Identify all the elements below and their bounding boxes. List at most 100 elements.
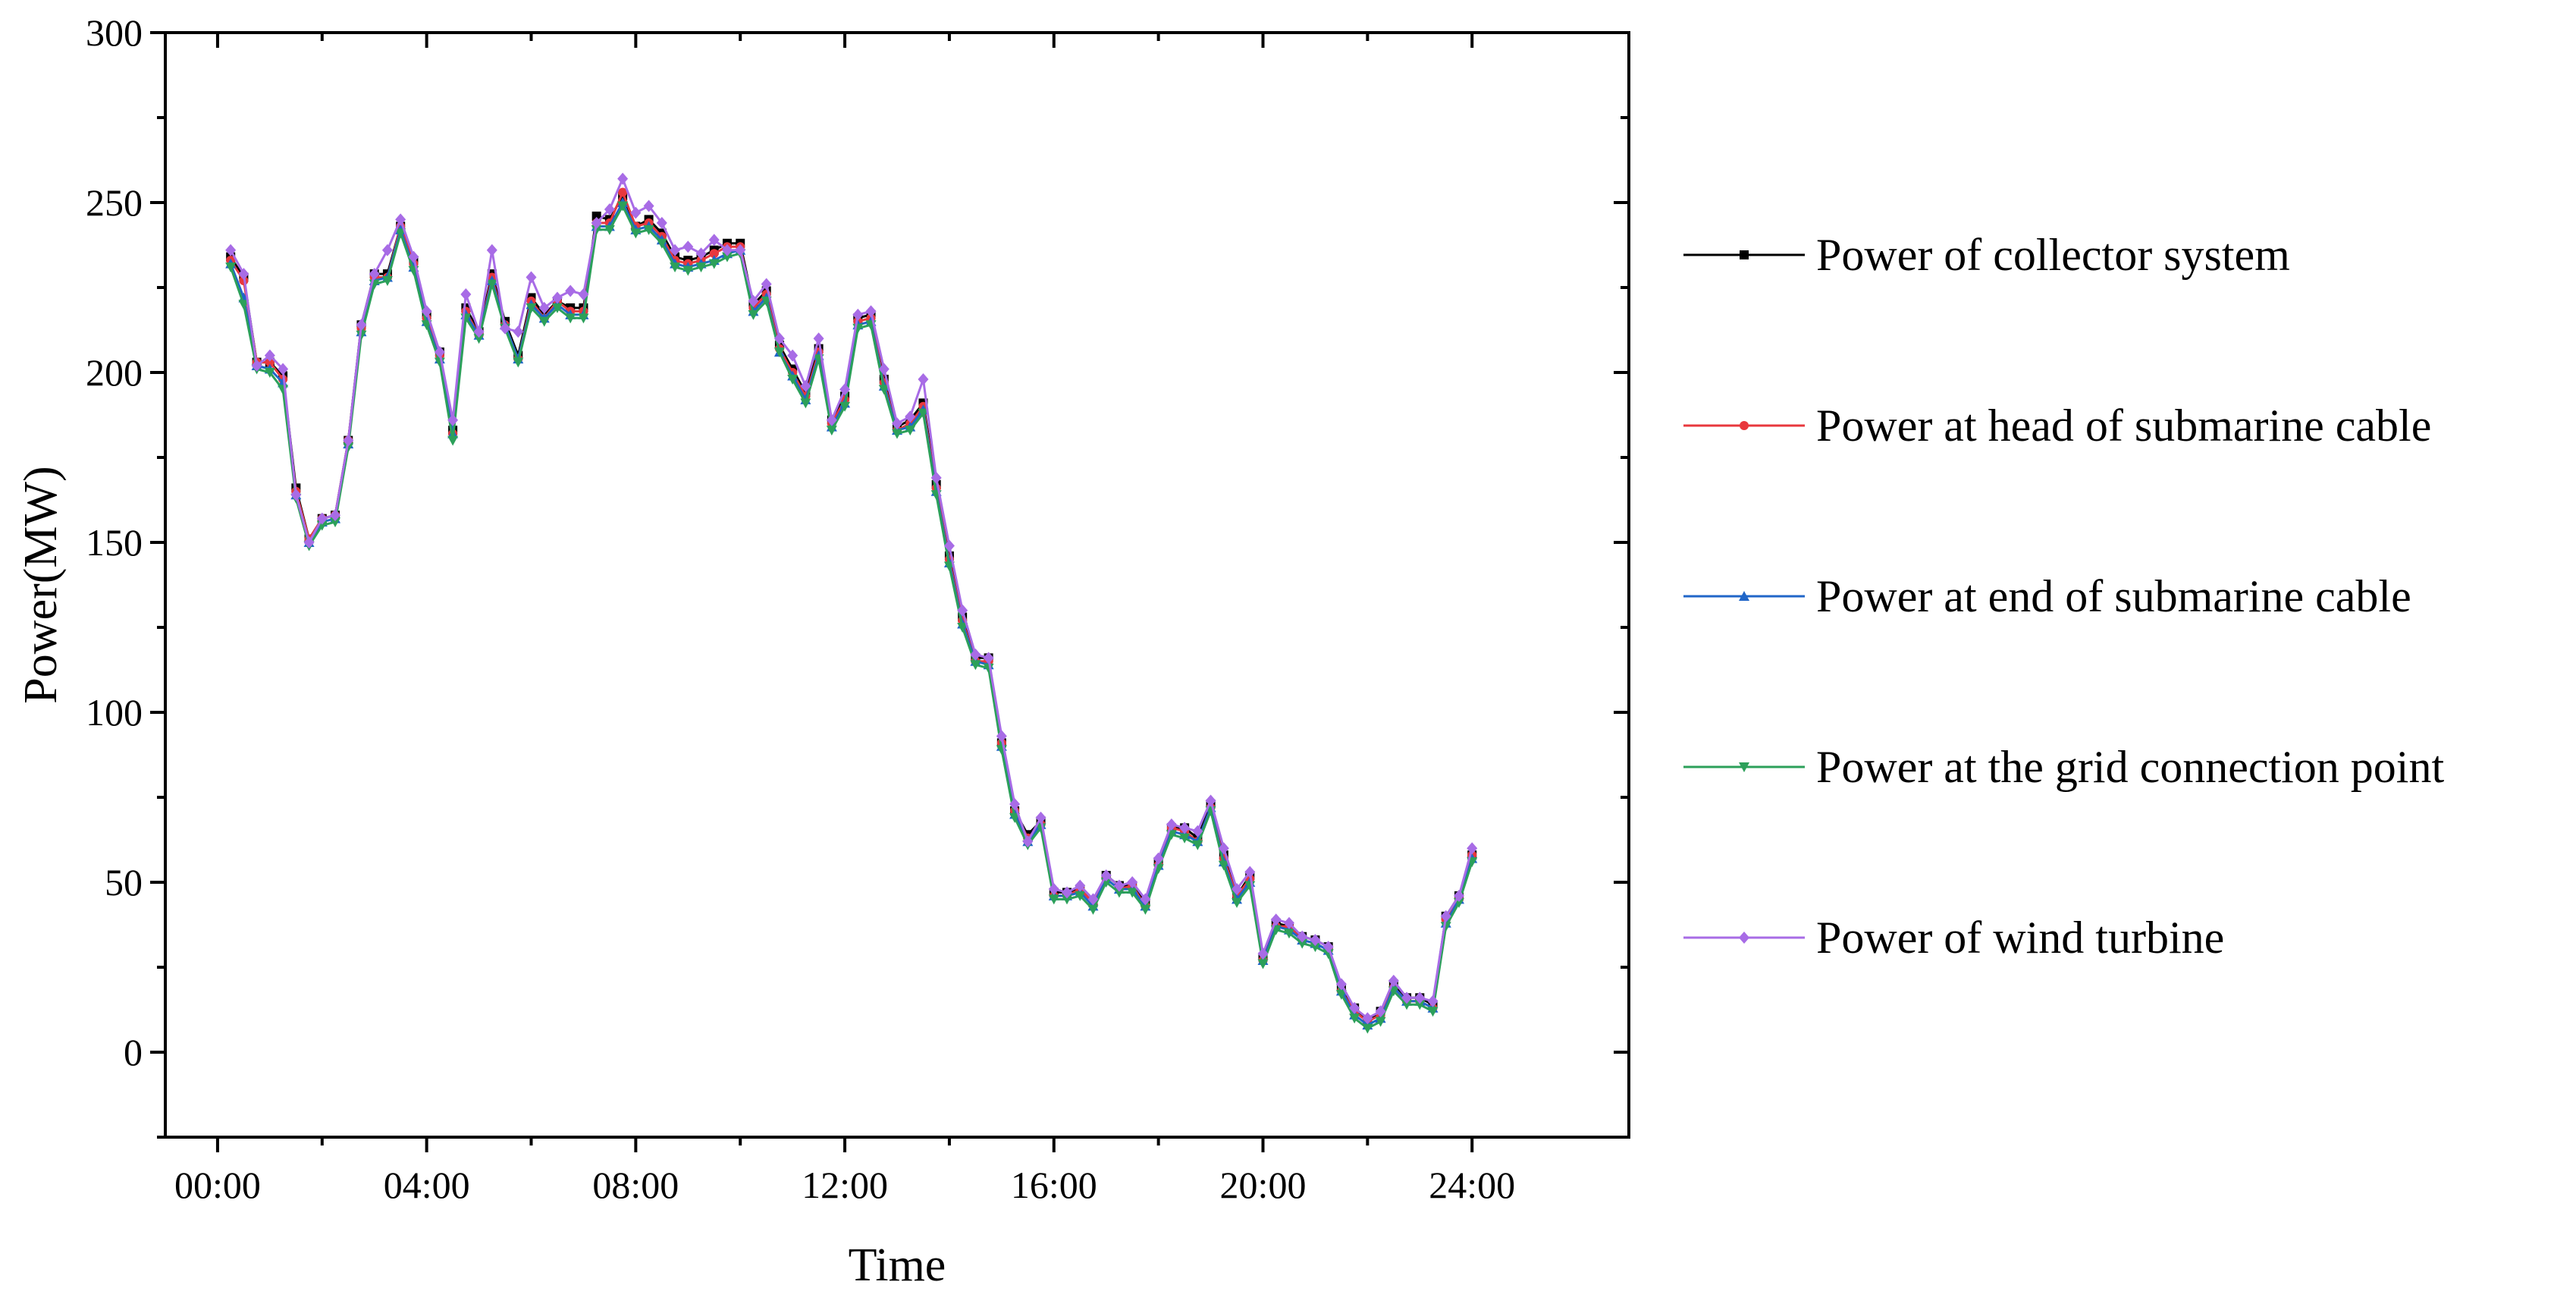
y-tick-label: 50 <box>105 861 143 903</box>
data-point <box>1009 812 1021 823</box>
data-point <box>1310 934 1321 947</box>
data-point <box>892 429 902 439</box>
data-point <box>565 313 576 324</box>
data-point <box>1048 894 1059 905</box>
data-point <box>1166 818 1177 831</box>
data-point <box>1035 811 1046 824</box>
data-point <box>1453 889 1464 902</box>
data-point <box>421 305 432 318</box>
data-point <box>1401 991 1413 1004</box>
data-point <box>1414 991 1426 1004</box>
data-point <box>983 663 994 674</box>
data-point <box>682 240 694 253</box>
data-point <box>551 291 563 304</box>
x-tick-label: 04:00 <box>384 1164 470 1206</box>
data-point <box>1375 1005 1386 1018</box>
data-point <box>773 347 785 358</box>
data-point <box>604 203 615 215</box>
data-point <box>1140 893 1151 906</box>
data-point <box>1113 888 1125 898</box>
data-point <box>408 250 419 263</box>
legend-item: Power at head of submarine cable <box>1683 401 2431 451</box>
data-point <box>1140 904 1151 915</box>
data-point <box>1179 833 1191 844</box>
data-point <box>800 379 811 392</box>
data-point <box>395 213 406 226</box>
x-tick-label: 20:00 <box>1220 1164 1307 1206</box>
data-point <box>1179 822 1191 834</box>
data-point <box>708 259 720 269</box>
data-point <box>1009 797 1021 810</box>
data-point <box>1075 879 1086 892</box>
legend-item: Power of collector system <box>1683 230 2290 280</box>
data-point <box>761 278 772 291</box>
data-point <box>1362 1012 1373 1025</box>
data-point <box>865 305 877 318</box>
data-point <box>395 228 406 239</box>
data-point <box>1349 1001 1360 1014</box>
data-point <box>1022 835 1034 848</box>
data-point <box>513 357 524 368</box>
x-tick-label: 12:00 <box>802 1164 888 1206</box>
data-point <box>551 303 563 313</box>
data-point <box>1297 938 1308 949</box>
data-point <box>264 368 275 378</box>
data-point <box>303 536 315 548</box>
series-1 <box>226 191 1477 1026</box>
data-point <box>970 660 981 671</box>
data-point <box>1205 794 1216 807</box>
y-axis-title: Power(MW) <box>15 466 67 703</box>
data-point <box>1048 882 1059 895</box>
series-lines <box>225 172 1478 1034</box>
data-point <box>1297 930 1308 943</box>
data-point <box>656 216 667 229</box>
legend-item: Power at the grid connection point <box>1683 742 2444 792</box>
data-point <box>1100 869 1112 882</box>
data-point <box>565 284 576 297</box>
legend-swatch-marker <box>1739 591 1749 601</box>
data-point <box>538 301 550 314</box>
data-point <box>526 271 537 284</box>
data-point <box>1467 842 1478 855</box>
data-point <box>892 417 902 430</box>
data-point <box>1335 989 1347 1000</box>
data-point <box>447 435 459 446</box>
data-point <box>251 360 262 372</box>
series-line <box>229 205 1473 1030</box>
data-point <box>630 206 642 219</box>
data-point <box>996 730 1007 743</box>
x-tick-label: 08:00 <box>592 1164 679 1206</box>
data-point <box>721 244 733 256</box>
data-point <box>735 244 746 256</box>
series-line <box>229 178 1473 1020</box>
data-point <box>1440 910 1451 922</box>
data-point <box>526 303 537 313</box>
data-point <box>460 288 472 300</box>
data-point <box>290 489 302 501</box>
data-point <box>1087 893 1099 906</box>
data-point <box>473 325 485 338</box>
data-point <box>356 330 367 341</box>
series-line <box>229 201 1473 1026</box>
data-point <box>970 648 981 661</box>
data-point <box>787 374 799 385</box>
plot-frame <box>164 31 1630 1139</box>
data-point <box>500 322 511 335</box>
data-point <box>1283 929 1294 939</box>
series-line <box>229 194 1473 1023</box>
data-point <box>839 383 851 396</box>
data-point <box>1349 1013 1360 1024</box>
data-point <box>1232 897 1243 908</box>
data-point <box>264 349 275 362</box>
data-point <box>578 288 589 300</box>
data-point <box>343 442 354 453</box>
data-point <box>1062 886 1073 899</box>
data-point <box>591 216 602 229</box>
legend-label: Power at head of submarine cable <box>1816 401 2431 451</box>
data-point <box>983 652 994 665</box>
legend: Power of collector system Power at head o… <box>1683 230 2444 963</box>
data-point <box>618 187 628 197</box>
data-point <box>943 539 955 552</box>
data-point <box>787 349 799 362</box>
axis-ticks <box>150 31 1629 1152</box>
